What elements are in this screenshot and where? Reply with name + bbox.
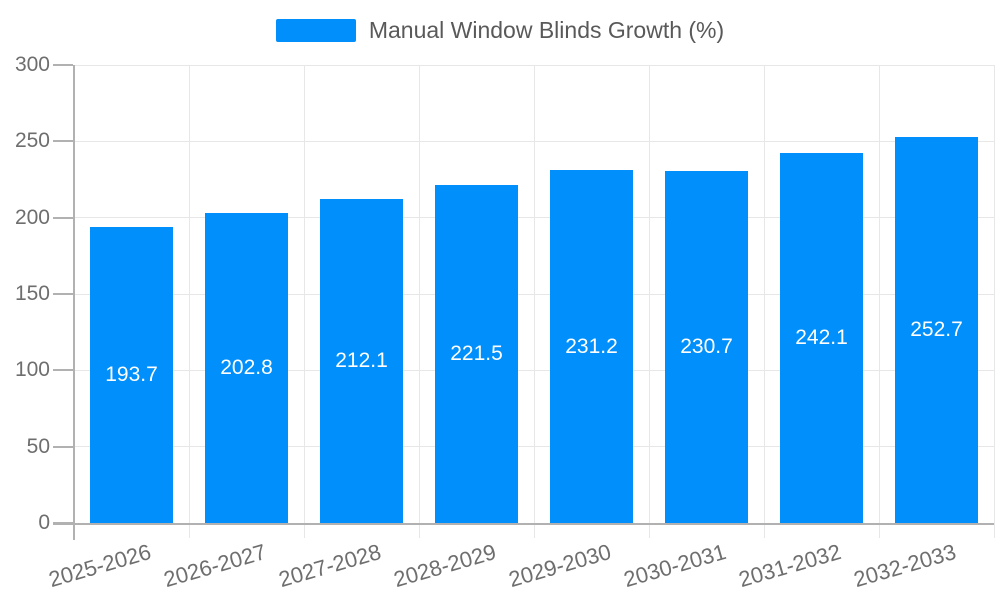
y-axis-tick	[53, 140, 73, 143]
y-axis-tick	[53, 216, 73, 219]
x-tick-label: 2031-2032	[736, 539, 845, 593]
bar-value-label: 221.5	[450, 341, 503, 365]
bar[interactable]: 221.5	[435, 184, 518, 523]
y-axis-line	[73, 65, 75, 540]
bar-value-label: 202.8	[220, 356, 273, 380]
v-gridline	[188, 65, 190, 538]
x-tick-label: 2030-2031	[621, 539, 730, 593]
v-gridline	[993, 65, 995, 538]
x-tick-label: 2028-2029	[391, 539, 500, 593]
legend-marker[interactable]	[275, 18, 356, 42]
bar[interactable]: 231.2	[550, 170, 633, 523]
bar[interactable]: 230.7	[665, 170, 748, 523]
y-axis-tick	[53, 293, 73, 295]
chart-legend[interactable]: Manual Window Blinds Growth (%)	[0, 17, 1000, 43]
v-gridline	[303, 65, 305, 538]
bar[interactable]: 242.1	[780, 153, 863, 523]
x-axis-line	[53, 523, 994, 525]
bar-value-label: 230.7	[680, 334, 733, 358]
x-tick-label: 2025-2026	[46, 539, 155, 593]
y-tick-label: 50	[26, 434, 50, 458]
x-tick-label: 2026-2027	[161, 539, 270, 593]
v-gridline	[763, 65, 765, 538]
y-tick-label: 150	[14, 282, 50, 305]
bar-value-label: 193.7	[105, 363, 158, 387]
v-gridline	[533, 65, 535, 538]
y-axis-tick	[53, 64, 73, 66]
y-tick-label: 100	[14, 358, 50, 382]
bar-value-label: 242.1	[795, 326, 848, 350]
y-tick-label: 0	[38, 511, 50, 534]
x-tick-label: 2032-2033	[851, 539, 960, 593]
y-tick-label: 250	[14, 129, 50, 153]
x-tick-label: 2027-2028	[276, 539, 385, 593]
x-tick-label: 2029-2030	[506, 539, 615, 593]
v-gridline	[418, 65, 420, 538]
bar[interactable]: 193.7	[90, 227, 173, 523]
v-gridline	[648, 65, 650, 538]
legend-label[interactable]: Manual Window Blinds Growth (%)	[368, 17, 725, 43]
bar-value-label: 212.1	[335, 349, 388, 373]
bar-value-label: 231.2	[565, 334, 618, 358]
y-axis-tick	[53, 369, 73, 372]
y-tick-label: 300	[14, 53, 50, 76]
bar[interactable]: 202.8	[205, 213, 288, 523]
bar-value-label: 252.7	[910, 318, 963, 342]
v-gridline	[878, 65, 880, 538]
y-tick-label: 200	[14, 205, 50, 229]
bar[interactable]: 252.7	[895, 137, 978, 523]
y-axis-tick	[53, 445, 73, 448]
bar[interactable]: 212.1	[320, 199, 403, 523]
